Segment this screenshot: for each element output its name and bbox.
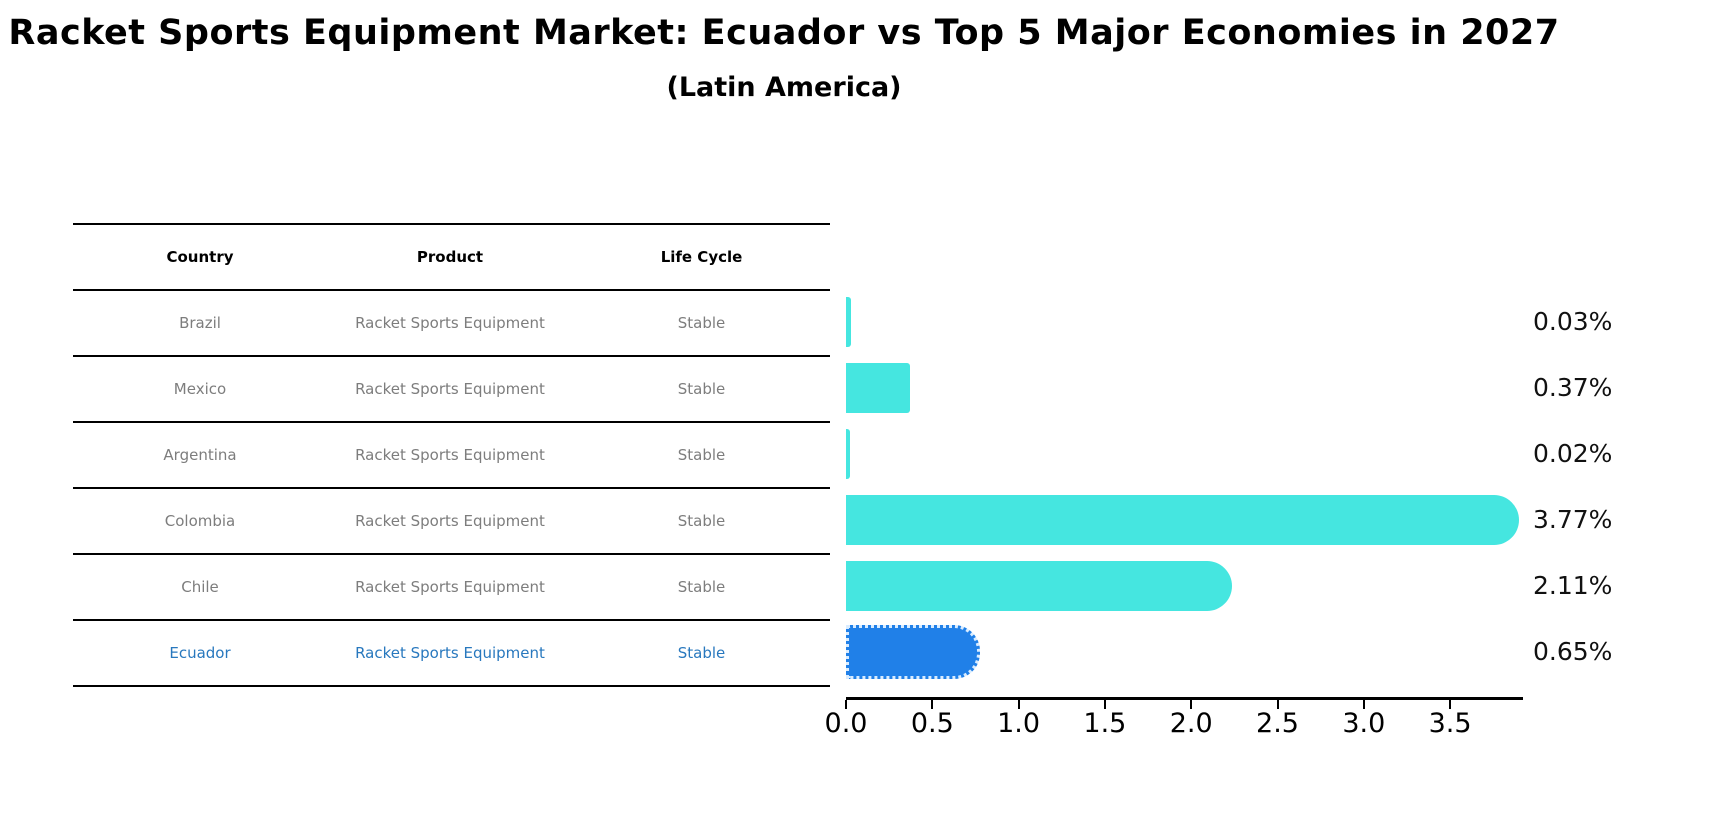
bar-colombia — [846, 495, 1519, 545]
bar-chile — [846, 561, 1233, 611]
value-label: 0.03% — [1533, 307, 1613, 336]
country-cell: Ecuador — [169, 644, 231, 662]
x-tick-label: 3.5 — [1428, 708, 1472, 739]
lifecycle-cell: Stable — [677, 578, 726, 596]
lifecycle-cell: Stable — [677, 446, 726, 464]
table-row-ecuador: Ecuador Racket Sports Equipment Stable — [73, 619, 830, 685]
lifecycle-cell: Stable — [677, 512, 726, 530]
x-tick-label: 0.0 — [824, 708, 868, 739]
bar-mexico — [846, 363, 910, 413]
country-cell: Chile — [181, 578, 219, 596]
chart-title: Racket Sports Equipment Market: Ecuador … — [8, 13, 1560, 53]
product-cell: Racket Sports Equipment — [355, 512, 545, 530]
country-cell: Colombia — [164, 512, 236, 530]
x-tick — [1017, 700, 1020, 709]
column-header-product: Product — [416, 248, 484, 266]
table-header-row: Country Product Life Cycle — [73, 223, 830, 289]
table-row-argentina: Argentina Racket Sports Equipment Stable — [73, 421, 830, 487]
x-tick-label: 2.5 — [1256, 708, 1299, 739]
country-cell: Argentina — [163, 446, 237, 464]
x-tick — [1362, 700, 1365, 709]
x-tick-label: 0.5 — [910, 708, 954, 739]
bar-argentina — [846, 429, 850, 479]
x-tick — [931, 700, 934, 709]
table-bottom-border — [73, 685, 830, 687]
product-cell: Racket Sports Equipment — [355, 314, 545, 332]
table-row-colombia: Colombia Racket Sports Equipment Stable — [73, 487, 830, 553]
table-row-brazil: Brazil Racket Sports Equipment Stable — [73, 289, 830, 355]
column-header-lifecycle: Life Cycle — [660, 248, 743, 266]
lifecycle-cell: Stable — [677, 644, 726, 662]
product-cell: Racket Sports Equipment — [355, 380, 545, 398]
product-cell: Racket Sports Equipment — [355, 578, 545, 596]
x-axis-line — [846, 697, 1523, 700]
x-tick — [1276, 700, 1279, 709]
x-tick — [1103, 700, 1106, 709]
value-label: 3.77% — [1533, 505, 1613, 534]
table-row-chile: Chile Racket Sports Equipment Stable — [73, 553, 830, 619]
table-row-mexico: Mexico Racket Sports Equipment Stable — [73, 355, 830, 421]
lifecycle-cell: Stable — [677, 314, 726, 332]
x-tick — [1449, 700, 1452, 709]
value-label: 2.11% — [1533, 571, 1613, 600]
product-cell: Racket Sports Equipment — [355, 644, 545, 662]
value-label: 0.02% — [1533, 439, 1613, 468]
x-tick-label: 1.0 — [997, 708, 1041, 739]
bar-ecuador — [846, 625, 981, 679]
value-label: 0.37% — [1533, 373, 1613, 402]
value-label: 0.65% — [1533, 637, 1613, 666]
lifecycle-cell: Stable — [677, 380, 726, 398]
x-tick-label: 2.0 — [1169, 708, 1213, 739]
x-tick — [845, 700, 847, 709]
country-cell: Brazil — [179, 314, 221, 332]
column-header-country: Country — [166, 248, 234, 266]
product-cell: Racket Sports Equipment — [355, 446, 545, 464]
country-cell: Mexico — [173, 380, 227, 398]
chart-subtitle: (Latin America) — [666, 72, 902, 103]
x-tick-label: 3.0 — [1342, 708, 1386, 739]
x-tick — [1190, 700, 1193, 709]
x-tick-label: 1.5 — [1083, 708, 1127, 739]
bar-brazil — [846, 297, 852, 347]
